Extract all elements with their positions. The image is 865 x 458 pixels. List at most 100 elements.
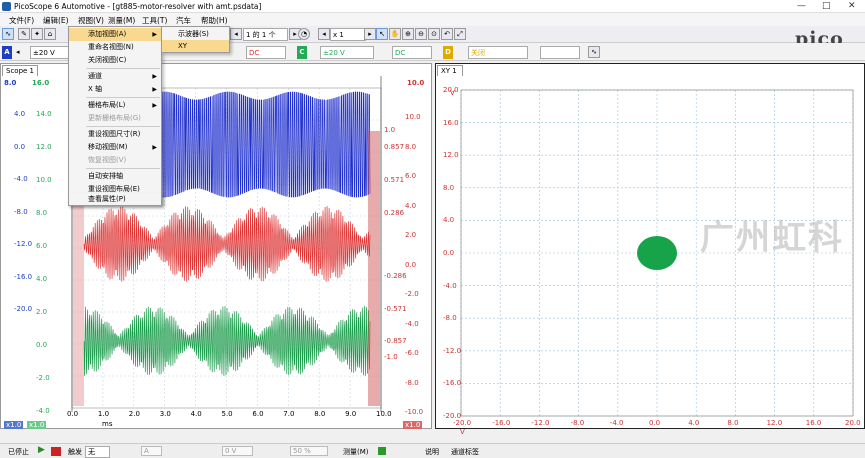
channel-a-button[interactable]: A [2, 46, 12, 59]
menu-auto[interactable]: 汽车 [176, 16, 191, 25]
menu-item-rename-view[interactable]: 重命名视图(N) [88, 43, 134, 51]
menu-measure[interactable]: 测量(M) [108, 16, 136, 25]
channel-c-scale-label: 16.0 [32, 79, 50, 87]
wrench-icon[interactable]: ✎ [18, 28, 30, 40]
menu-item-reset-layout[interactable]: 重设视图布局(E) [88, 185, 140, 193]
axis-c-tick: -4.0 [36, 407, 50, 415]
trigger-position[interactable]: 50 % [290, 446, 328, 456]
axis-c-tick: 8.0 [36, 209, 48, 217]
c-zoom-badge: x1.0 [27, 421, 47, 429]
menu-item-x-axis[interactable]: X 轴 ▶ [88, 85, 157, 93]
axis-a-tick: -12.0 [14, 240, 33, 248]
xy-x-tick: 20.0 [845, 419, 861, 427]
measure-button[interactable]: 测量(M) [343, 448, 369, 456]
b-zoom-badge: x1.0 [403, 421, 423, 429]
axis-a-tick: -4.0 [14, 175, 28, 183]
menu-item-close-view[interactable]: 关闭视图(C) [88, 56, 127, 64]
menu-bar: 文件(F) 编辑(E) 视图(V) 测量(M) 工具(T) 汽车 帮助(H) [0, 13, 865, 26]
xy-x-tick: -16.0 [492, 419, 511, 427]
menu-help[interactable]: 帮助(H) [201, 16, 228, 25]
channel-d-button[interactable]: D [443, 46, 453, 59]
hand-icon[interactable]: ✋ [389, 28, 401, 40]
xy-y-tick: 12.0 [443, 151, 459, 160]
axis-b-tick: 10.0 [405, 113, 421, 121]
axis-b-tick: -8.0 [405, 378, 419, 387]
axis-a-tick: -20.0 [14, 305, 33, 313]
math-channel-icon[interactable]: ∿ [588, 46, 600, 58]
add-measure-icon[interactable] [378, 447, 386, 455]
xy-y-tick: 16.0 [443, 118, 459, 127]
tab-scope-1[interactable]: Scope 1 [2, 65, 38, 76]
trigger-channel-select[interactable]: A [141, 446, 162, 456]
zoom-prev-button[interactable]: ◂ [318, 28, 330, 40]
x-tick: 4.0 [190, 410, 202, 418]
zoom-select[interactable]: x 1 [330, 28, 366, 41]
channel-b-coupling[interactable]: DC [246, 46, 286, 59]
channel-a-arrow-icon[interactable]: ◂ [16, 48, 20, 56]
prev-page-button[interactable]: ◂ [230, 28, 242, 40]
xy-y-tick: 4.0 [443, 216, 455, 225]
trigger-mode-select[interactable]: 无 [85, 446, 110, 458]
scope-mode-icon[interactable]: ∿ [2, 28, 14, 40]
xy-x-tick: -12.0 [531, 419, 550, 427]
menu-file[interactable]: 文件(F) [9, 16, 35, 25]
menu-view[interactable]: 视图(V) [78, 16, 104, 25]
xy-y-tick: 20.0 [443, 86, 459, 94]
probe-icon[interactable]: ✦ [31, 28, 43, 40]
channel-labels-button[interactable]: 通道标签 [451, 448, 479, 456]
channel-c-button[interactable]: C [297, 46, 307, 59]
channel-c-wave [83, 306, 371, 376]
menu-item-resize-view[interactable]: 重设视图尺寸(R) [88, 130, 141, 138]
x-unit-label: ms [102, 420, 113, 428]
run-status: 已停止 [8, 448, 29, 456]
minimize-button[interactable]: — [797, 1, 806, 11]
zoom-next-button[interactable]: ▸ [364, 28, 376, 40]
close-button[interactable]: ✕ [848, 1, 856, 11]
menu-edit[interactable]: 编辑(E) [43, 16, 69, 25]
menu-item-update-grid: 更新栅格布局(G) [88, 114, 141, 122]
xy-x-tick: 8.0 [727, 419, 739, 427]
channel-d-range[interactable]: 关闭 [468, 46, 528, 59]
xy-x-tick: -8.0 [570, 419, 585, 427]
stop-icon[interactable] [51, 447, 61, 456]
xy-dot [637, 236, 677, 270]
trigger-threshold[interactable]: 0 V [222, 446, 254, 456]
x-tick: 7.0 [283, 410, 295, 418]
zoom-region-icon[interactable]: ⊙ [428, 28, 440, 40]
axis-b-tick: -10.0 [405, 408, 424, 416]
axis-b-small-tick: -0.857 [384, 337, 407, 345]
x-tick: 10.0 [376, 410, 392, 418]
fit-icon[interactable]: ⤢ [454, 28, 466, 40]
menu-item-channels[interactable]: 通道 ▶ [88, 72, 157, 80]
scope-plot[interactable] [0, 76, 432, 428]
channel-c-coupling[interactable]: DC [392, 46, 432, 59]
menu-item-auto-arrange[interactable]: 自动安排轴 [88, 172, 123, 180]
menu-item-move-view[interactable]: 移动视图(M) ▶ [88, 143, 157, 151]
menu-item-grid-layout[interactable]: 栅格布局(L) ▶ [88, 101, 157, 109]
channel-d-coupling[interactable] [540, 46, 580, 59]
undo-zoom-icon[interactable]: ↶ [441, 28, 453, 40]
menu-item-add-view[interactable]: 添加视图(A) ▶ [69, 28, 161, 41]
clock-icon[interactable]: ◔ [298, 28, 310, 40]
axis-b-tick: 6.0 [405, 172, 417, 180]
maximize-button[interactable]: □ [822, 1, 831, 11]
x-tick: 5.0 [221, 410, 233, 418]
notes-button[interactable]: 说明 [425, 448, 439, 456]
submenu-item-scope[interactable]: 示波器(S) [178, 30, 209, 38]
tab-xy-1[interactable]: XY 1 [437, 65, 463, 76]
start-icon[interactable]: ▶ [38, 445, 45, 455]
submenu-item-xy[interactable]: XY [162, 40, 229, 52]
zoom-in-icon[interactable]: ⊕ [402, 28, 414, 40]
xy-x-tick: -4.0 [609, 419, 624, 427]
x-tick: 2.0 [128, 410, 140, 418]
xy-plot[interactable] [436, 76, 864, 428]
menu-tools[interactable]: 工具(T) [142, 16, 168, 25]
channel-c-range[interactable]: ±20 V [320, 46, 374, 59]
pointer-icon[interactable]: ↖ [376, 28, 388, 40]
menu-item-properties[interactable]: 查看属性(P) [68, 193, 162, 206]
watermark: 广州虹科 [700, 218, 844, 258]
axis-b-tick: -2.0 [405, 290, 419, 298]
zoom-out-icon[interactable]: ⊖ [415, 28, 427, 40]
axis-c-tick: 2.0 [36, 308, 48, 316]
home-icon[interactable]: ⌂ [44, 28, 56, 40]
